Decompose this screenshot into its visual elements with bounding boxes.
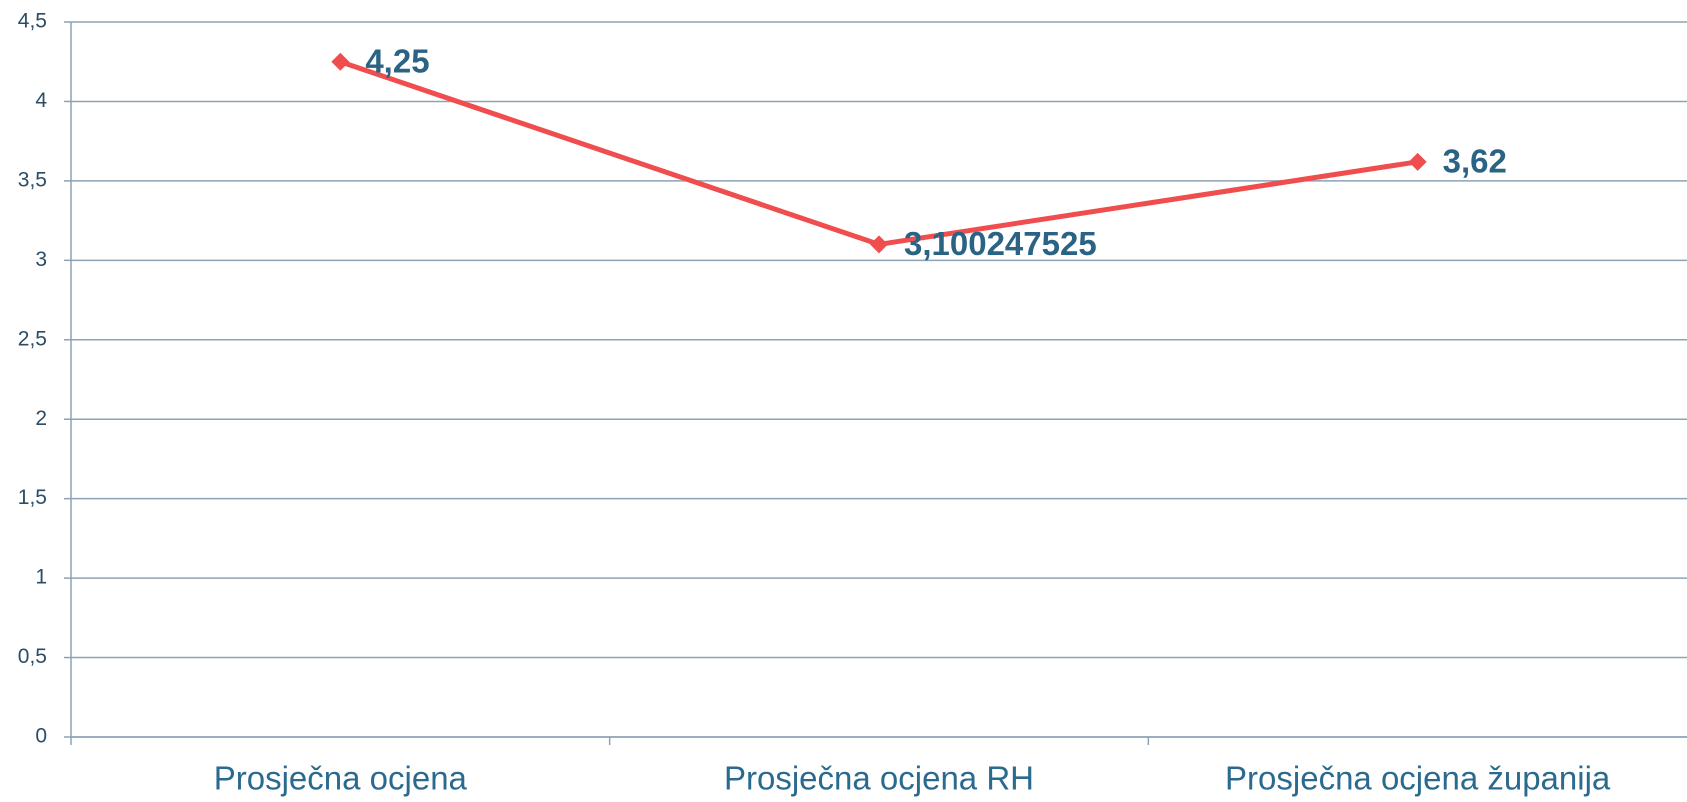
data-marker [331,52,350,71]
y-tick-label: 0,5 [18,645,47,668]
y-tick-label: 4,5 [18,10,47,33]
data-label: 3,100247525 [904,225,1097,262]
x-tick-label: Prosječna ocjena [214,760,468,797]
y-tick-label: 0 [35,725,47,748]
y-tick-label: 3,5 [18,168,47,191]
y-tick-label: 1 [35,566,47,589]
x-tick-label: Prosječna ocjena županija [1225,760,1611,797]
y-tick-label: 2 [35,407,47,430]
y-tick-label: 2,5 [18,327,47,350]
data-line [339,59,1419,247]
x-tick-label: Prosječna ocjena RH [724,760,1034,797]
data-marker [870,235,888,254]
y-tick-label: 3 [35,248,47,271]
data-label: 3,62 [1443,143,1507,180]
data-label: 4,25 [365,42,429,79]
y-tick-label: 4 [35,89,47,112]
y-tick-label: 1,5 [18,486,47,509]
data-marker [1408,152,1427,171]
